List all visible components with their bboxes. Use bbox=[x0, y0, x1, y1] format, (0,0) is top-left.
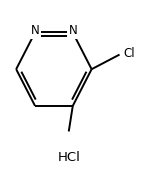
Text: HCl: HCl bbox=[58, 151, 81, 164]
Text: N: N bbox=[31, 24, 39, 37]
Text: N: N bbox=[68, 24, 77, 37]
Text: Cl: Cl bbox=[123, 47, 135, 60]
